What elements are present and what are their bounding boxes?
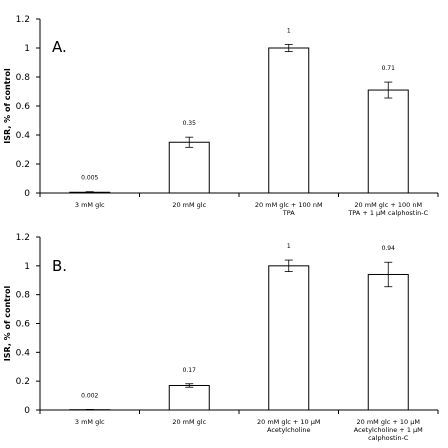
y-tick-label: 0.4	[16, 348, 31, 358]
category-label: TPA	[282, 209, 295, 217]
bar	[367, 89, 409, 194]
chart-panel-a: 0 0.2 0.4 0.6 0.8 1 1.2 ISR, % of control A. 0.00…	[3, 15, 439, 217]
y-tick-label: 0.2	[16, 160, 30, 170]
y-axis-title: ISR, % of control	[3, 286, 12, 362]
panel-label: A.	[52, 38, 67, 56]
data-label: 0.002	[81, 392, 98, 399]
category-label: 20 mM glc	[172, 418, 206, 426]
y-tick-label: 0.6	[16, 102, 31, 112]
panel-label: B.	[52, 257, 67, 275]
data-label: 0.94	[382, 245, 396, 252]
data-label: 1	[287, 27, 291, 34]
category-label: 3 mM glc	[75, 418, 105, 426]
data-label: 0.71	[382, 65, 396, 72]
bar	[268, 47, 310, 194]
y-tick-label: 1.2	[16, 15, 30, 25]
category-label: Acetylcholine	[267, 426, 311, 434]
category-label: 3 mM glc	[75, 201, 105, 209]
y-tick-label: 1.2	[16, 233, 30, 243]
data-label: 0.005	[81, 175, 98, 182]
y-tick-label: 0.6	[16, 320, 31, 330]
category-label: Acetylcholine + 1 µM	[354, 426, 423, 434]
category-label: 20 mM glc	[172, 201, 206, 209]
category-label: TPA + 1 µM calphostin-C	[347, 209, 428, 217]
category-label: 20 mM glc + 100 nM	[354, 201, 422, 209]
y-tick-label: 1	[24, 44, 30, 54]
bar	[168, 384, 210, 411]
y-tick-label: 0.2	[16, 377, 30, 387]
y-tick-label: 0	[24, 406, 30, 416]
bar	[367, 273, 409, 411]
category-label: 20 mM glc + 100 nM	[255, 201, 323, 209]
data-label: 0.35	[183, 120, 197, 127]
data-label: 0.17	[183, 367, 197, 374]
y-tick-label: 0.8	[16, 291, 31, 301]
bar	[168, 141, 210, 194]
y-tick-label: 1	[24, 262, 30, 272]
y-tick-label: 0.8	[16, 73, 31, 83]
y-tick-label: 0.4	[16, 131, 31, 141]
category-label: calphostin-C	[368, 434, 409, 442]
chart-panel-b: 0 0.2 0.4 0.6 0.8 1 1.2 ISR, % of control B. 0.00…	[3, 233, 439, 442]
category-label: 20 mM glc + 10 µM	[257, 418, 321, 426]
bar	[268, 265, 310, 411]
data-label: 1	[287, 243, 291, 250]
y-tick-label: 0	[24, 189, 30, 199]
category-label: 20 mM glc + 10 µM	[356, 418, 420, 426]
y-axis-title: ISR, % of control	[3, 68, 12, 144]
